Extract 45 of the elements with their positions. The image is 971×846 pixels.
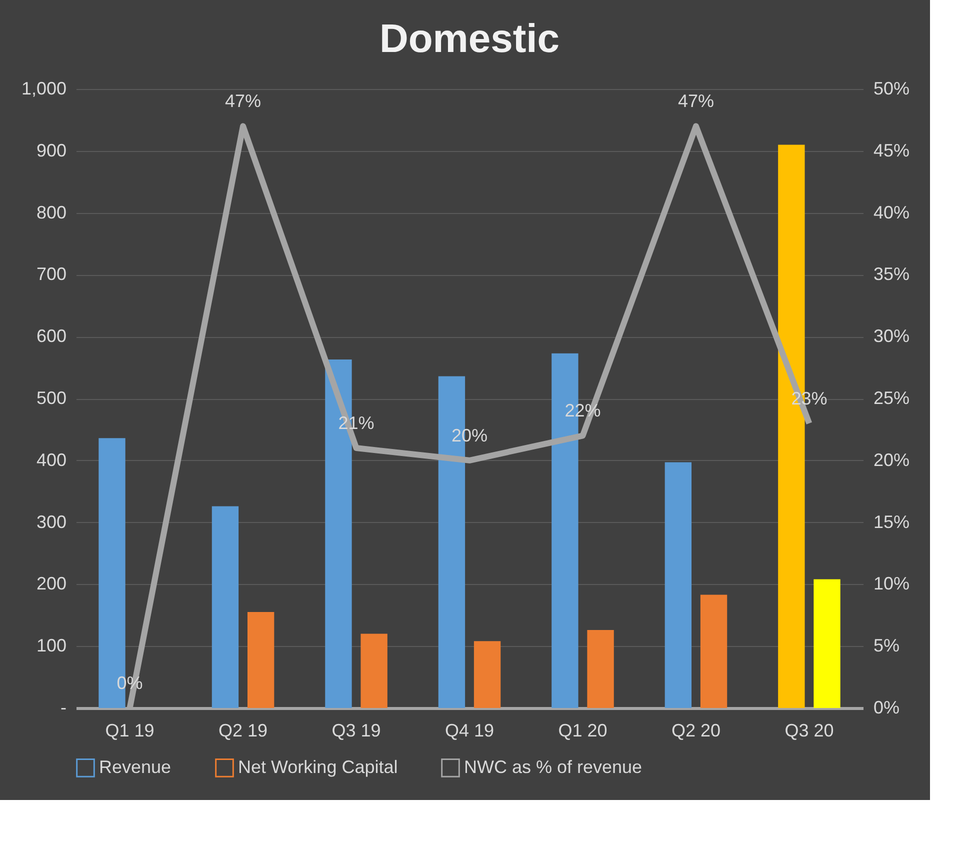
y2-tick-label: 40%: [874, 202, 910, 222]
y2-tick-label: 15%: [874, 512, 910, 532]
y2-tick-label: 50%: [874, 78, 910, 98]
y-tick-label: 700: [36, 264, 66, 284]
x-tick-label: Q1 19: [105, 720, 154, 740]
bar: [360, 634, 388, 708]
data-label: 47%: [678, 91, 714, 112]
y2-tick-label: 0%: [874, 698, 900, 718]
y-tick-label: 200: [36, 574, 66, 594]
bar: [247, 612, 274, 708]
x-tick-label: Q1 20: [558, 720, 608, 740]
y2-tick-label: 25%: [874, 388, 910, 408]
y2-tick-label: 35%: [874, 264, 910, 284]
x-tick-label: Q2 20: [671, 720, 720, 740]
y-tick-label: 400: [36, 450, 66, 470]
y-tick-label: 800: [36, 202, 66, 222]
y2-tick-label: 30%: [874, 326, 910, 346]
x-tick-label: Q2 19: [218, 720, 268, 740]
y-tick-label: 1,000: [21, 78, 66, 98]
x-tick-label: Q3 19: [332, 720, 381, 740]
x-tick-label: Q4 19: [444, 720, 494, 740]
data-label: 0%: [116, 673, 143, 693]
chart-title: Domestic: [379, 17, 560, 61]
y2-tick-label: 20%: [874, 450, 910, 470]
bar: [474, 641, 501, 708]
data-label: 47%: [225, 91, 262, 112]
y-tick-label: 500: [36, 388, 66, 408]
y-tick-label: 100: [36, 636, 66, 656]
y-tick-label: 600: [36, 326, 66, 346]
legend-label: Net Working Capital: [238, 756, 398, 777]
legend-label: NWC as % of revenue: [464, 756, 642, 777]
x-tick-label: Q3 20: [784, 720, 834, 740]
y2-tick-label: 45%: [874, 140, 910, 160]
data-label: 22%: [564, 400, 601, 421]
bar: [212, 506, 239, 708]
bar: [587, 630, 614, 708]
bar: [664, 462, 692, 708]
bar: [814, 579, 840, 708]
y-tick-label: 900: [36, 140, 66, 160]
y2-tick-label: 10%: [874, 574, 910, 594]
bar: [700, 594, 728, 708]
y-tick-label: 300: [36, 512, 66, 532]
y2-tick-label: 5%: [874, 636, 900, 656]
legend-label: Revenue: [99, 756, 172, 777]
y-tick-label: -: [60, 698, 66, 718]
